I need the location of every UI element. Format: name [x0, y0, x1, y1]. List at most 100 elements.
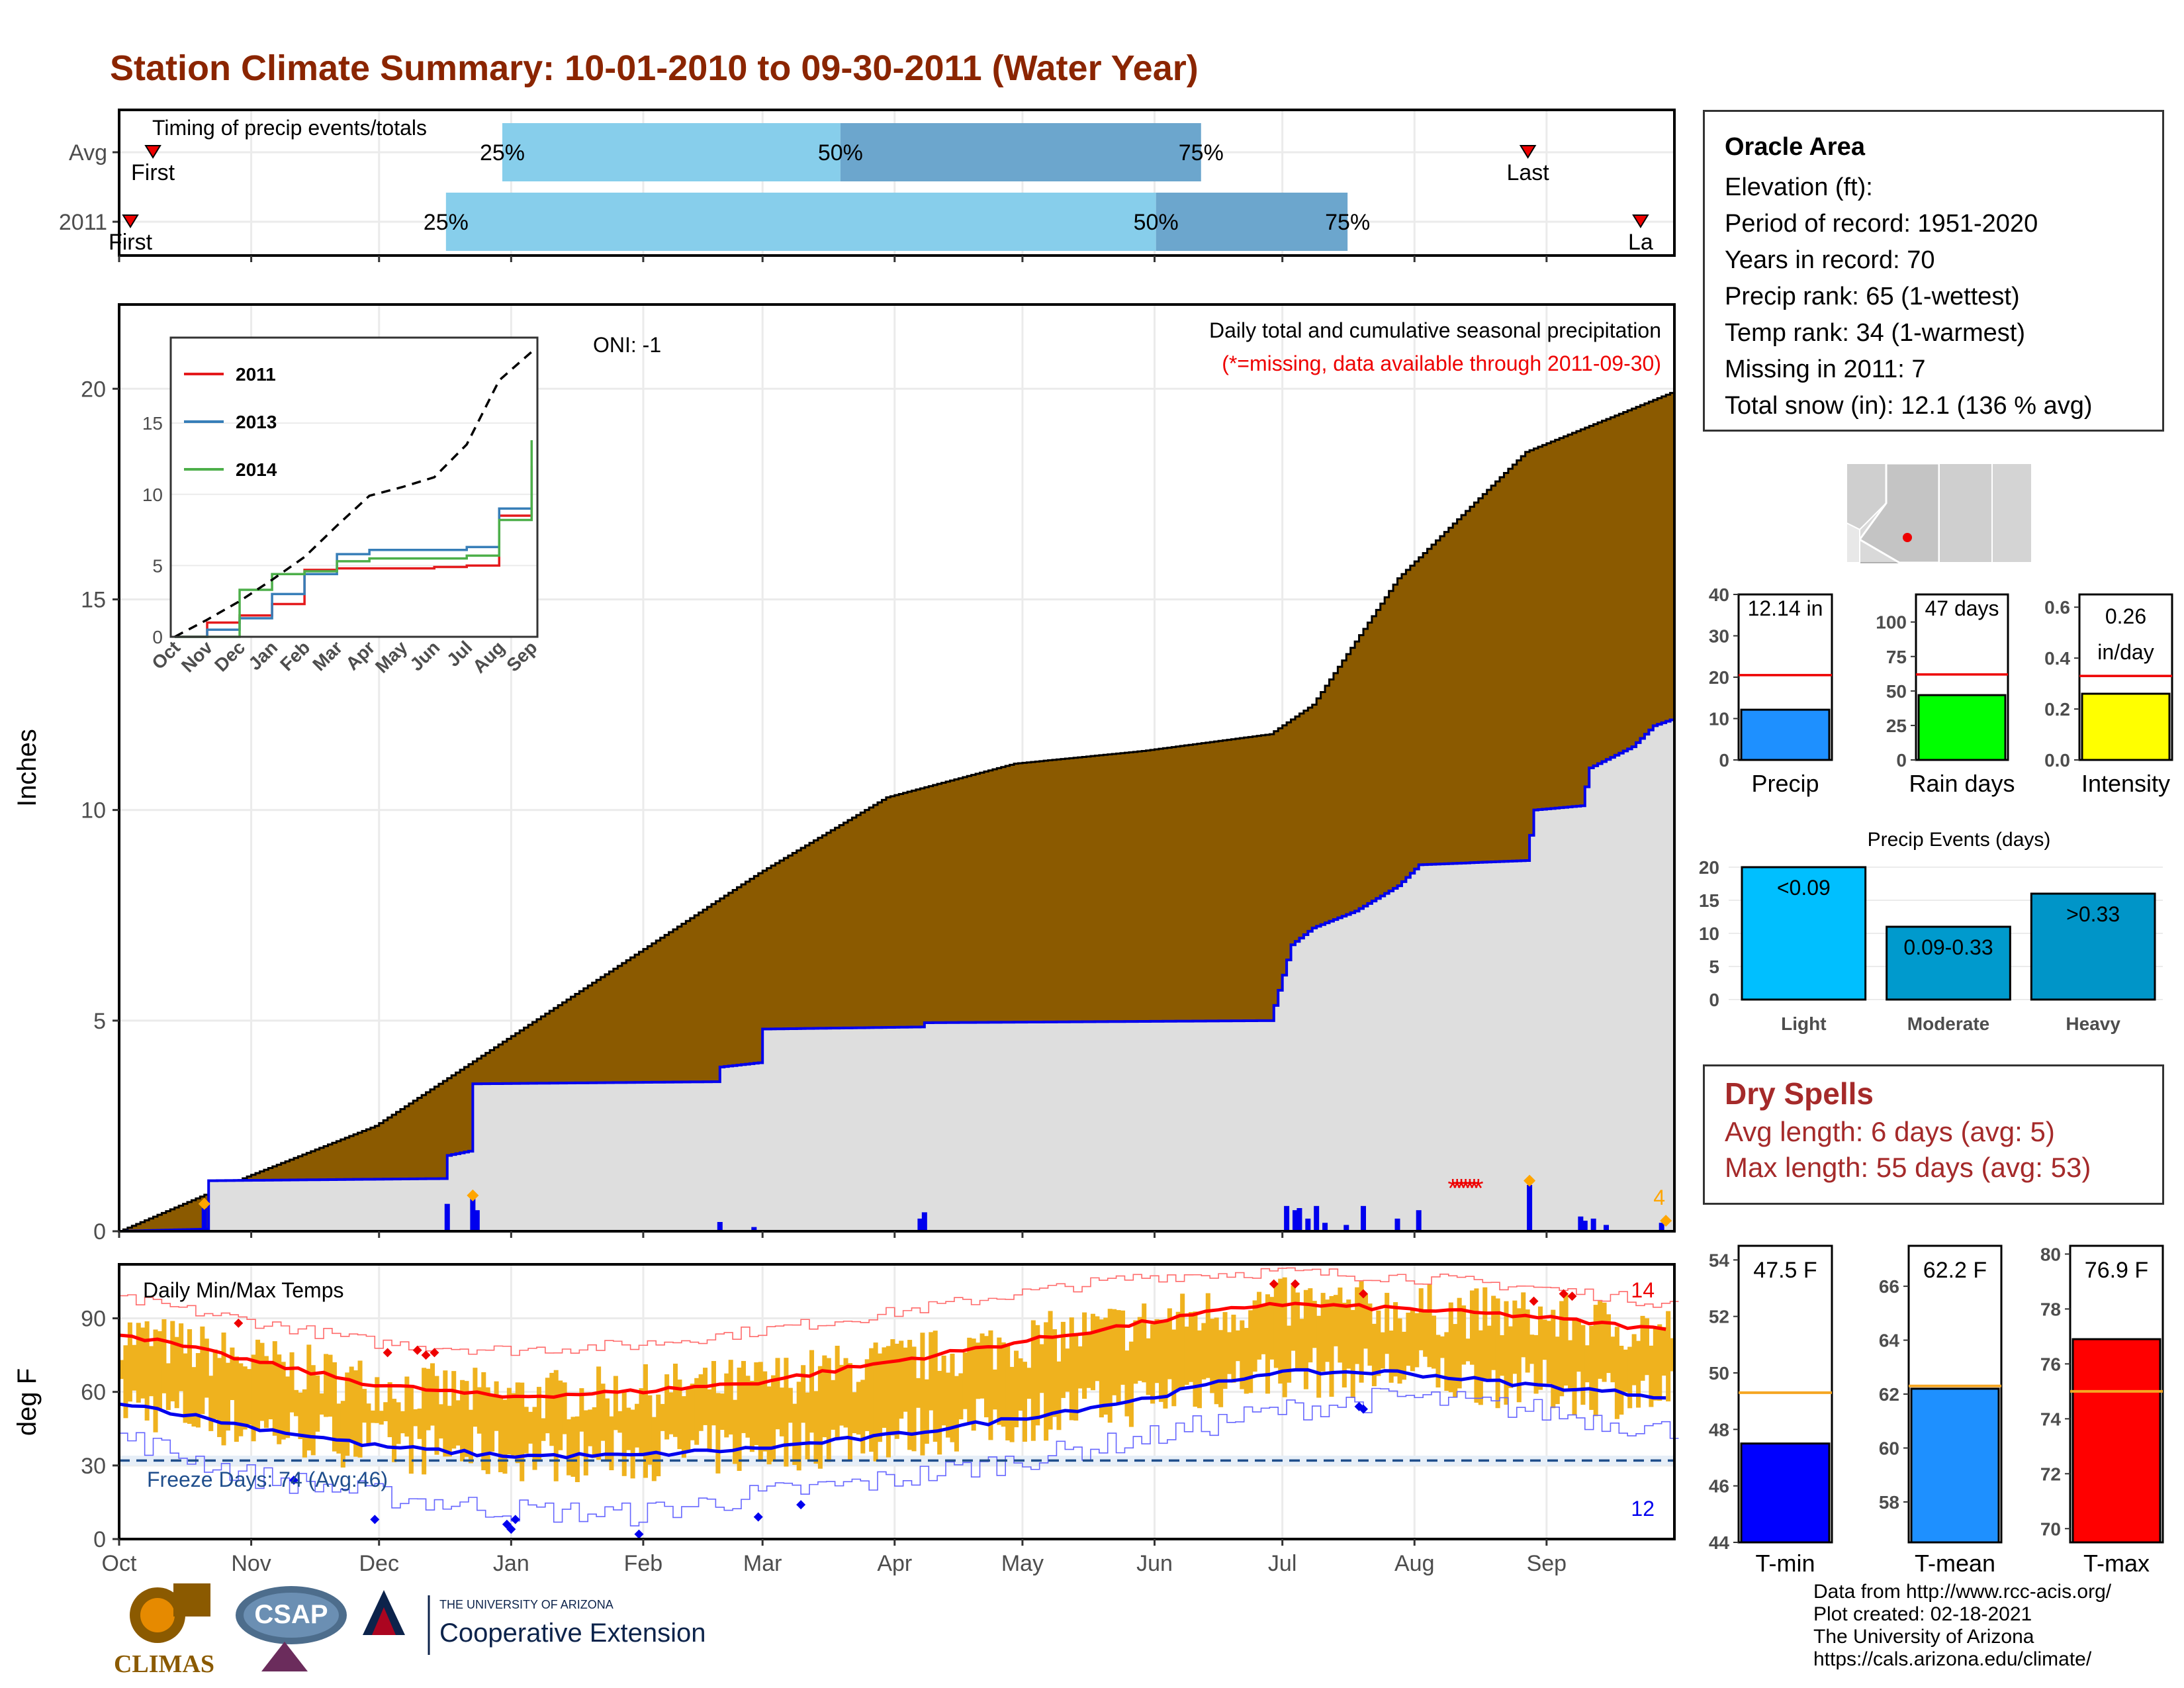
stat-bar	[2081, 692, 2171, 761]
map-state	[1938, 463, 1993, 563]
daily-temp-bar	[523, 1407, 529, 1454]
daily-temp-bar	[1410, 1309, 1415, 1372]
daily-temp-bar	[1631, 1334, 1637, 1385]
legend-label: 2011	[236, 364, 276, 385]
page-title: Station Climate Summary: 10-01-2010 to 0…	[110, 48, 1199, 88]
daily-temp-bar	[366, 1403, 371, 1446]
daily-temp-bar	[1325, 1299, 1330, 1362]
credit-line: The University of Arizona	[1813, 1626, 2034, 1648]
daily-temp-bar	[1568, 1340, 1573, 1389]
daily-temp-bar	[332, 1362, 337, 1452]
daily-temp-bar	[741, 1360, 747, 1433]
daily-temp-bar	[149, 1346, 154, 1397]
daily-temp-bar	[558, 1380, 563, 1450]
timing-label-25: 25%	[480, 140, 525, 165]
daily-temp-bar	[1546, 1321, 1551, 1384]
tbar-y-tick: 46	[1709, 1476, 1729, 1497]
csap-logo-text: CSAP	[254, 1600, 328, 1629]
daily-temp-bar	[281, 1362, 286, 1440]
daily-temp-bar	[1167, 1308, 1172, 1380]
daily-temp-bar	[468, 1409, 473, 1464]
daily-temp-bar	[1576, 1319, 1581, 1372]
daily-temp-bar	[630, 1409, 635, 1479]
record-high-marker	[1559, 1289, 1569, 1299]
daily-temp-bar	[1355, 1287, 1360, 1364]
daily-temp-bar	[1312, 1301, 1317, 1348]
daily-temp-bar	[1363, 1293, 1369, 1349]
daily-temp-bar	[604, 1398, 610, 1460]
daily-temp-bar	[835, 1345, 840, 1438]
dry-spells-heading: Dry Spells	[1725, 1076, 1874, 1111]
station-line: Missing in 2011: 7	[1725, 355, 1926, 383]
daily-temp-bar	[426, 1368, 431, 1430]
daily-temp-bar	[1589, 1325, 1594, 1410]
missing-marker: *	[1473, 1174, 1484, 1203]
daily-temp-bar	[1388, 1331, 1394, 1383]
daily-temp-bar	[1316, 1315, 1322, 1398]
daily-temp-bar	[247, 1369, 252, 1425]
daily-temp-bar	[1598, 1301, 1603, 1379]
daily-temp-bar	[962, 1352, 968, 1409]
timing-row-label: 2011	[59, 210, 107, 235]
daily-temp-bar	[1163, 1320, 1168, 1409]
daily-temp-bar	[1614, 1327, 1619, 1419]
daily-temp-bar	[899, 1340, 904, 1419]
daily-temp-bar	[779, 1387, 784, 1436]
daily-temp-bar	[1580, 1325, 1586, 1405]
daily-temp-bar	[988, 1330, 993, 1440]
daily-temp-bar	[613, 1376, 618, 1430]
daily-temp-bar	[600, 1383, 606, 1441]
daily-temp-bar	[809, 1350, 815, 1433]
daily-temp-bar	[1486, 1325, 1492, 1380]
daily-temp-bar	[298, 1392, 303, 1440]
daily-precip-bar	[1314, 1205, 1320, 1231]
daily-temp-bar	[1376, 1310, 1381, 1376]
daily-temp-bar	[711, 1361, 716, 1426]
precip-missing-note: (*=missing, data available through 2011-…	[1222, 352, 1661, 375]
daily-temp-bar	[1026, 1368, 1032, 1399]
tbar-y-tick: 58	[1879, 1492, 1899, 1513]
daily-temp-bar	[1393, 1302, 1398, 1377]
event-category-label: Moderate	[1907, 1013, 1989, 1034]
daily-precip-bar	[1343, 1225, 1349, 1231]
tbar-y-tick: 60	[1879, 1438, 1899, 1458]
daily-temp-bar	[954, 1376, 959, 1452]
daily-temp-bar	[460, 1380, 465, 1462]
daily-temp-bar	[1261, 1305, 1266, 1354]
x-tick-label: Apr	[877, 1551, 912, 1576]
tbar-y-tick: 80	[2040, 1244, 2061, 1264]
daily-temp-bar	[1295, 1292, 1300, 1370]
x-tick-label: Feb	[624, 1551, 663, 1576]
daily-temp-bar	[775, 1358, 780, 1430]
timing-label-75: 75%	[1325, 210, 1370, 235]
inset-y-tick: 0	[152, 627, 163, 647]
y-tick-label: 0	[93, 1527, 106, 1552]
first-label: First	[109, 230, 153, 255]
daily-temp-bar	[686, 1387, 691, 1453]
daily-temp-bar	[635, 1403, 640, 1448]
daily-temp-bar	[400, 1411, 405, 1434]
daily-temp-bar	[464, 1381, 469, 1457]
daily-temp-bar	[481, 1372, 486, 1471]
daily-temp-bar	[1303, 1289, 1308, 1389]
y-tick-label: 90	[81, 1307, 106, 1332]
daily-temp-bar	[217, 1358, 222, 1437]
daily-temp-bar	[1606, 1314, 1612, 1374]
daily-temp-bar	[1338, 1288, 1343, 1363]
daily-temp-bar	[1367, 1303, 1373, 1366]
daily-temp-bar	[408, 1387, 414, 1474]
stat-value-label: in/day	[2097, 640, 2154, 664]
daily-temp-bar	[1137, 1317, 1142, 1381]
daily-temp-bar	[174, 1336, 179, 1409]
daily-temp-bar	[950, 1353, 955, 1442]
y-tick-label: 15	[81, 587, 106, 612]
daily-temp-bar	[1427, 1284, 1432, 1368]
daily-temp-bar	[1099, 1319, 1104, 1418]
daily-temp-bar	[1465, 1338, 1471, 1362]
daily-temp-bar	[1661, 1327, 1666, 1376]
tbar-y-tick: 78	[2040, 1299, 2061, 1319]
daily-temp-bar	[289, 1352, 295, 1413]
daily-temp-bar	[805, 1392, 810, 1460]
daily-temp-bar	[1649, 1345, 1654, 1407]
daily-temp-bar	[1201, 1323, 1206, 1380]
